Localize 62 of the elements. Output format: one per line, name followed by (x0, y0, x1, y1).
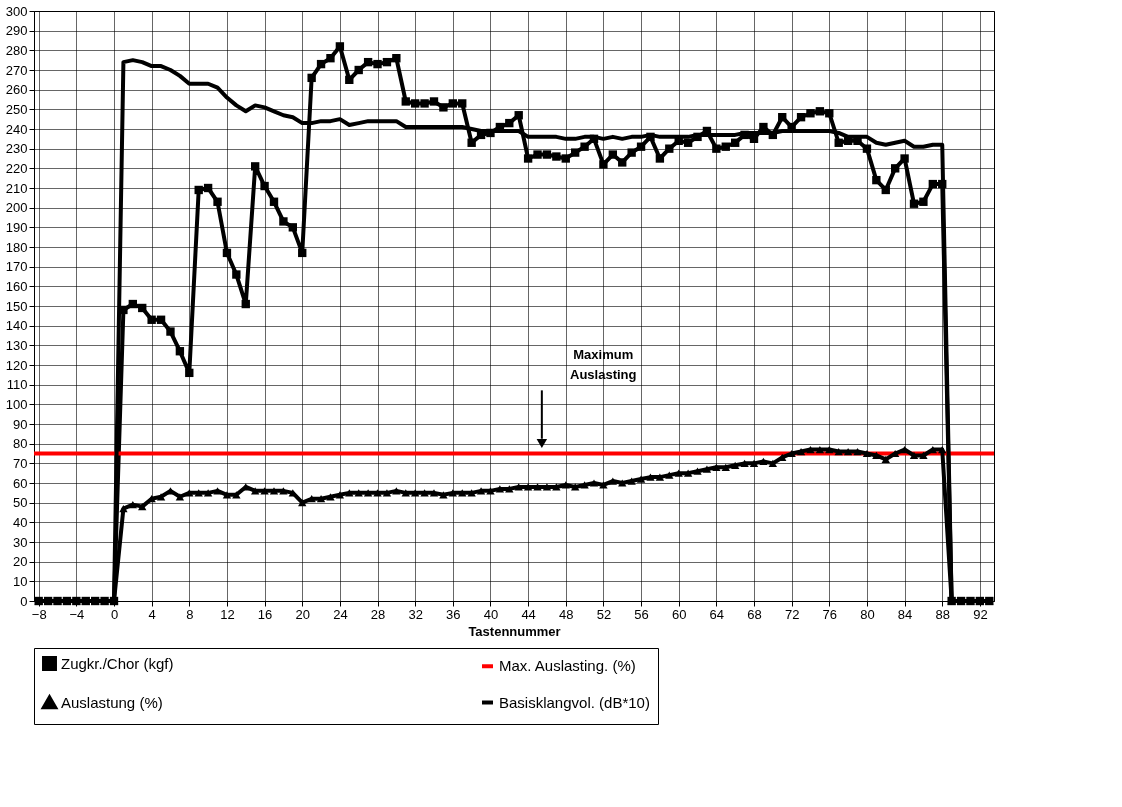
x-tick-label: 60 (671, 606, 687, 622)
y-tick-label: 170 (5, 259, 28, 275)
legend-label: Zugkr./Chor (kgf) (61, 654, 174, 672)
legend-label: Basisklangvol. (dB*10) (499, 693, 650, 711)
y-tick-label: 80 (13, 436, 28, 452)
x-tick-label: 20 (295, 606, 310, 622)
y-tick-label: 140 (5, 318, 28, 334)
y-tick-label: 30 (13, 534, 28, 550)
x-tick-label: 36 (446, 606, 461, 622)
y-tick-label: 180 (5, 239, 28, 255)
y-tick-label: 230 (5, 141, 28, 157)
y-tick-label: 190 (5, 219, 28, 235)
x-tick-label: 40 (483, 606, 499, 622)
x-tick-label: −8 (31, 606, 47, 622)
x-tick-label: 68 (747, 606, 762, 622)
x-tick-label: 8 (186, 606, 194, 622)
x-tick-label: 24 (333, 606, 348, 622)
x-tick-label: 80 (860, 606, 875, 622)
y-tick-label: 130 (5, 337, 28, 353)
x-tick-label: 32 (408, 606, 423, 622)
y-tick-label: 240 (5, 121, 28, 137)
x-tick-label: 64 (709, 606, 725, 622)
x-tick-label: 48 (559, 606, 574, 622)
x-axis-title: Tastennummer (468, 623, 561, 639)
legend-label: Max. Auslasting. (%) (499, 657, 636, 675)
x-tick-label: −4 (69, 606, 85, 622)
y-tick-label: 300 (5, 3, 28, 19)
y-tick-label: 260 (5, 82, 28, 98)
y-tick-label: 250 (5, 101, 28, 117)
x-tick-label: 0 (110, 606, 119, 622)
y-tick-label: 70 (13, 455, 28, 471)
x-tick-label: 72 (784, 606, 800, 622)
y-tick-label: 120 (5, 357, 28, 373)
y-tick-label: 50 (13, 495, 28, 511)
x-tick-label: 52 (596, 606, 612, 622)
y-tick-label: 290 (5, 23, 28, 39)
x-tick-label: 88 (935, 606, 950, 622)
y-tick-label: 100 (5, 396, 28, 412)
x-tick-label: 84 (897, 606, 913, 622)
x-tick-label: 44 (521, 606, 536, 622)
y-tick-label: 110 (6, 377, 28, 393)
y-tick-label: 20 (13, 554, 28, 570)
x-tick-label: 28 (370, 606, 386, 622)
y-tick-label: 90 (13, 416, 28, 432)
y-tick-label: 60 (13, 475, 28, 491)
x-tick-label: 16 (257, 606, 273, 622)
y-tick-label: 270 (5, 62, 28, 78)
x-tick-label: 4 (148, 606, 156, 622)
y-tick-label: 160 (5, 278, 28, 294)
x-tick-label: 76 (822, 606, 838, 622)
y-tick-label: 220 (5, 160, 28, 176)
y-tick-label: 200 (5, 200, 28, 216)
y-tick-label: 280 (5, 42, 28, 58)
y-tick-label: 10 (13, 573, 28, 589)
x-tick-label: 12 (220, 606, 235, 622)
x-tick-label: 56 (634, 606, 649, 622)
y-tick-label: 150 (5, 298, 28, 314)
y-tick-label: 0 (20, 593, 28, 609)
y-tick-label: 40 (13, 514, 28, 530)
y-tick-label: 210 (5, 180, 28, 196)
legend-label: Auslastung (%) (61, 693, 163, 711)
x-tick-label: 92 (973, 606, 988, 622)
